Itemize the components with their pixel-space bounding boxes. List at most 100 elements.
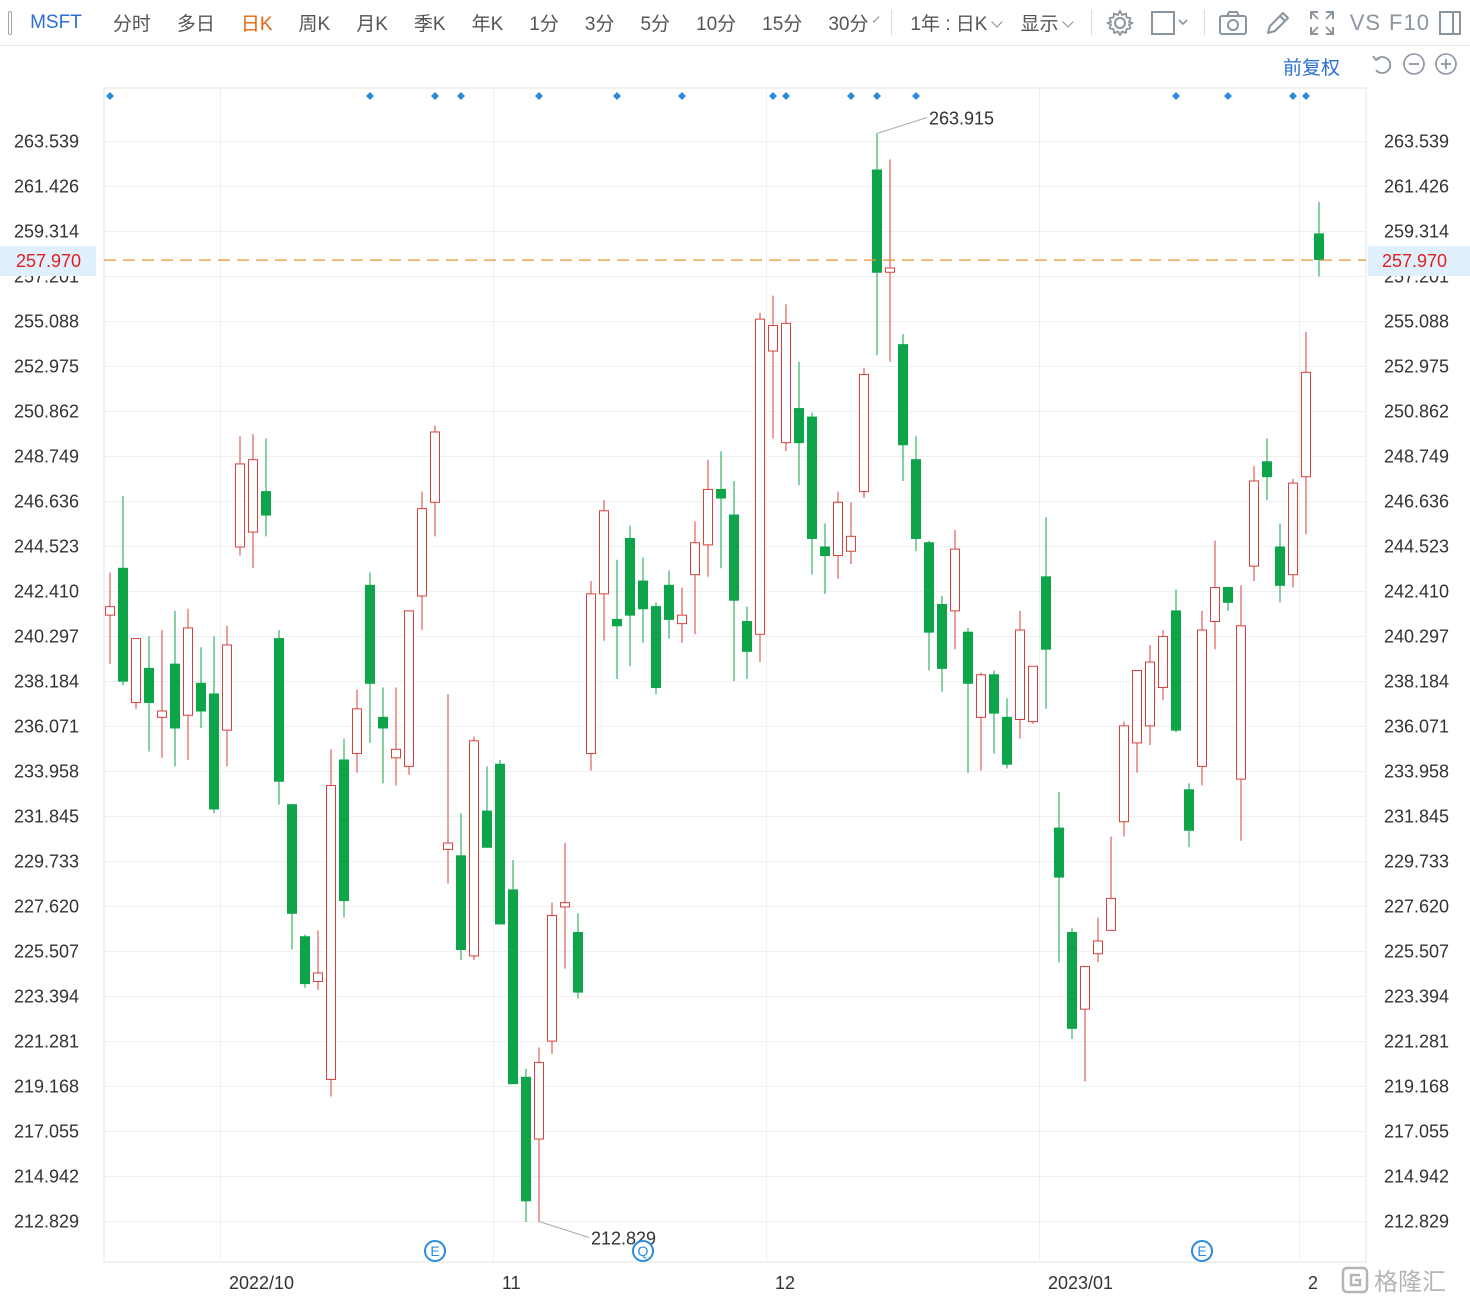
event-dot bbox=[1172, 92, 1180, 100]
candle bbox=[1132, 670, 1142, 773]
candle bbox=[300, 934, 310, 988]
candle-body bbox=[1093, 940, 1103, 955]
tab-8[interactable]: 3分 bbox=[584, 14, 615, 35]
candle bbox=[1249, 466, 1259, 582]
candle bbox=[391, 687, 401, 786]
candle-body bbox=[1002, 716, 1012, 765]
candle-body bbox=[521, 1076, 531, 1202]
tab-0[interactable]: 分时 bbox=[112, 14, 151, 35]
tab-4[interactable]: 月K bbox=[356, 14, 388, 35]
candle bbox=[1080, 966, 1090, 1082]
candle bbox=[911, 436, 921, 552]
y-tick-label-right: 261.426 bbox=[1384, 177, 1449, 197]
tab-2[interactable]: 日K bbox=[240, 14, 273, 35]
event-marker-label: E bbox=[1197, 1243, 1206, 1259]
candle-body bbox=[807, 416, 817, 539]
range-select[interactable]: 1年 : 日K bbox=[897, 9, 1014, 36]
x-tick-label: 2023/01 bbox=[1048, 1273, 1113, 1293]
candle bbox=[638, 557, 648, 643]
candle-body bbox=[482, 810, 492, 848]
candle-body bbox=[1132, 670, 1142, 744]
y-tick-label-right: 255.088 bbox=[1384, 311, 1449, 331]
candle-body bbox=[690, 542, 700, 576]
candle bbox=[547, 902, 557, 1054]
y-tick-label-left: 221.281 bbox=[14, 1031, 79, 1051]
candle-body bbox=[339, 759, 349, 902]
tab-5[interactable]: 季K bbox=[413, 14, 446, 35]
candle-body bbox=[287, 804, 297, 914]
y-tick-label-left: 214.942 bbox=[14, 1166, 79, 1186]
symbol-label[interactable]: MSFT bbox=[30, 11, 82, 33]
candle bbox=[1119, 721, 1129, 837]
candle-body bbox=[937, 603, 947, 669]
y-tick-label-left: 236.071 bbox=[14, 717, 79, 737]
candle bbox=[456, 813, 466, 961]
candle bbox=[1145, 644, 1155, 746]
camera-icon[interactable] bbox=[1218, 8, 1248, 38]
y-tick-label-right: 212.829 bbox=[1384, 1212, 1449, 1232]
y-tick-label-left: 238.184 bbox=[14, 672, 79, 692]
candle bbox=[651, 602, 661, 694]
candle-body bbox=[1106, 897, 1116, 931]
candle bbox=[690, 521, 700, 635]
y-tick-label-left: 217.055 bbox=[14, 1121, 79, 1141]
candle bbox=[729, 480, 739, 682]
f10-button[interactable]: F10 bbox=[1389, 9, 1430, 35]
candle-body bbox=[625, 537, 635, 616]
tab-6[interactable]: 年K bbox=[471, 14, 504, 35]
fullscreen-icon[interactable] bbox=[1308, 8, 1336, 38]
adjust-select[interactable]: 前复权 bbox=[1282, 58, 1340, 79]
tab-11[interactable]: 15分 bbox=[762, 14, 803, 35]
candle-body bbox=[209, 693, 219, 810]
candle-body bbox=[300, 936, 310, 985]
candle-body bbox=[1119, 725, 1129, 823]
candle-body bbox=[1145, 661, 1155, 727]
x-axis: 2022/10 11 12 2023/01 2 bbox=[229, 1273, 1318, 1293]
candle-body bbox=[573, 931, 583, 993]
y-tick-label-right: 244.523 bbox=[1384, 536, 1449, 556]
layout-select[interactable] bbox=[1150, 8, 1190, 38]
candle-body bbox=[1054, 827, 1064, 878]
panel-toggle-icon[interactable] bbox=[1438, 8, 1462, 38]
tab-7[interactable]: 1分 bbox=[529, 14, 559, 35]
candle bbox=[1015, 610, 1025, 739]
event-marker[interactable]: E bbox=[1191, 1240, 1213, 1262]
event-dot bbox=[366, 92, 374, 100]
event-marker[interactable]: Q bbox=[632, 1240, 654, 1262]
y-tick-label-right: 233.958 bbox=[1384, 762, 1449, 782]
tab-9[interactable]: 5分 bbox=[640, 14, 671, 35]
event-marker[interactable]: E bbox=[424, 1240, 446, 1262]
y-tick-label-left: 219.168 bbox=[14, 1076, 79, 1096]
zoom-out-icon[interactable] bbox=[1402, 52, 1426, 81]
compare-button[interactable]: VS bbox=[1349, 9, 1382, 35]
candle-body bbox=[1080, 966, 1090, 1010]
display-select-label: 显示 bbox=[1020, 14, 1059, 35]
event-dot bbox=[1289, 92, 1297, 100]
pencil-icon[interactable] bbox=[1264, 8, 1292, 38]
tab-10[interactable]: 10分 bbox=[696, 14, 737, 35]
y-tick-label-left: 225.507 bbox=[14, 941, 79, 961]
candle-body bbox=[1210, 586, 1220, 623]
gear-icon[interactable] bbox=[1106, 8, 1134, 38]
period-tabs: 分时 多日 日K 周K 月K 季K 年K 1分 3分 5分 10分 15分 30分 bbox=[100, 9, 882, 36]
x-tick-label: 2 bbox=[1308, 1273, 1318, 1293]
candle bbox=[222, 625, 232, 767]
undo-icon[interactable] bbox=[1370, 52, 1394, 81]
y-tick-label-right: 242.410 bbox=[1384, 581, 1449, 601]
tab-12[interactable]: 30分 bbox=[828, 14, 869, 35]
candle-body bbox=[144, 667, 154, 703]
candle-body bbox=[638, 580, 648, 610]
candle bbox=[898, 334, 908, 481]
candle bbox=[846, 502, 856, 565]
candle bbox=[235, 436, 245, 556]
zoom-in-icon[interactable] bbox=[1434, 52, 1458, 81]
tab-1[interactable]: 多日 bbox=[176, 14, 215, 35]
candle-body bbox=[586, 593, 596, 755]
sidebar-toggle-icon[interactable] bbox=[8, 10, 13, 35]
candle-body bbox=[716, 488, 726, 499]
display-select[interactable]: 显示 bbox=[1014, 9, 1085, 36]
candle-body bbox=[534, 1061, 544, 1140]
tab-3[interactable]: 周K bbox=[298, 14, 331, 35]
candle-body bbox=[352, 708, 362, 755]
